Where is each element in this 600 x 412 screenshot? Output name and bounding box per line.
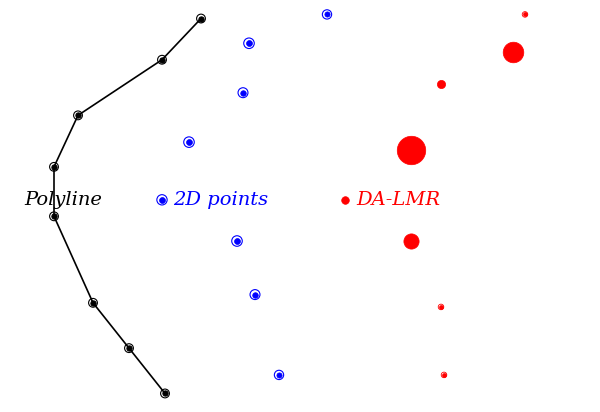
Point [274, 372, 284, 378]
Point [244, 40, 254, 47]
Point [157, 56, 167, 63]
Point [436, 304, 446, 310]
Point [196, 15, 206, 22]
Point [49, 164, 59, 170]
Point [340, 197, 350, 203]
Point [436, 304, 446, 310]
Text: Polyline: Polyline [24, 191, 102, 209]
Point [508, 48, 518, 55]
Point [232, 238, 242, 244]
Point [439, 372, 449, 378]
Point [322, 11, 332, 18]
Point [49, 164, 59, 170]
Point [244, 40, 254, 47]
Point [250, 291, 260, 298]
Point [49, 213, 59, 220]
Point [157, 197, 167, 203]
Point [238, 89, 248, 96]
Point [250, 291, 260, 298]
Text: 2D points: 2D points [173, 191, 268, 209]
Point [88, 300, 98, 306]
Point [406, 147, 416, 154]
Point [274, 372, 284, 378]
Point [520, 11, 530, 18]
Point [238, 89, 248, 96]
Point [73, 112, 83, 119]
Point [88, 300, 98, 306]
Point [73, 112, 83, 119]
Point [322, 11, 332, 18]
Point [160, 390, 170, 397]
Point [184, 139, 194, 145]
Point [157, 56, 167, 63]
Text: DA-LMR: DA-LMR [356, 191, 440, 209]
Point [439, 372, 449, 378]
Point [157, 197, 167, 203]
Point [124, 345, 134, 351]
Point [436, 81, 446, 88]
Point [49, 213, 59, 220]
Point [184, 139, 194, 145]
Point [406, 238, 416, 244]
Point [196, 15, 206, 22]
Point [160, 390, 170, 397]
Point [520, 11, 530, 18]
Point [232, 238, 242, 244]
Point [124, 345, 134, 351]
